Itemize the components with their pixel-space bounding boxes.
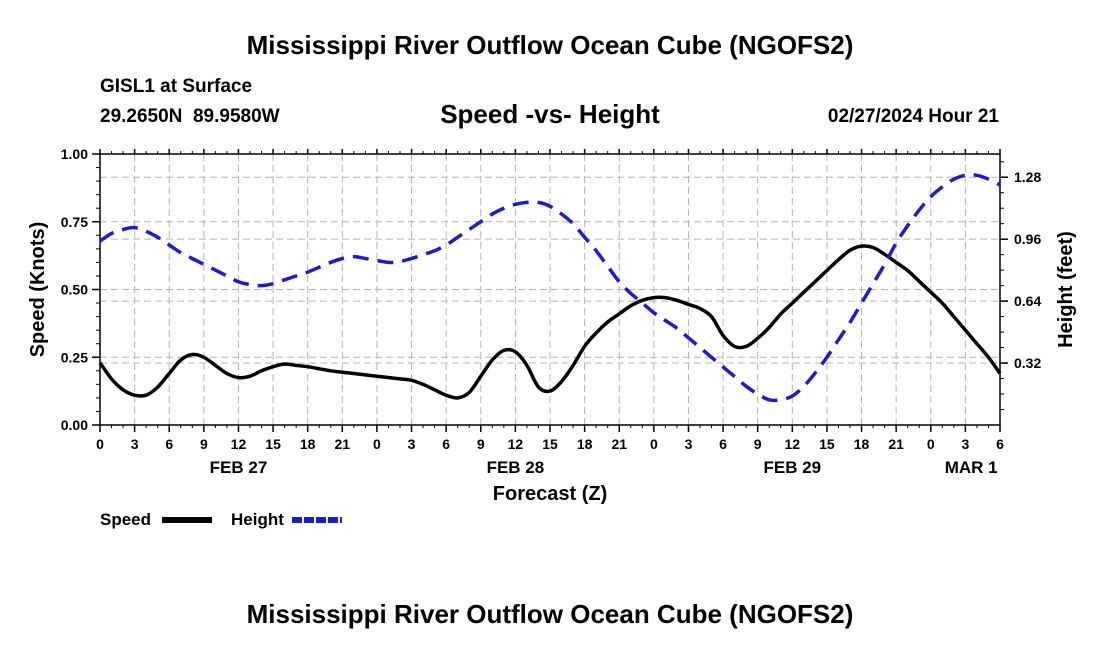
y-tick-label: 0.25 — [61, 349, 88, 365]
x-tick-label: 9 — [477, 436, 485, 452]
x-tick-label: 6 — [165, 436, 173, 452]
x-axis-label: Forecast (Z) — [493, 483, 607, 505]
x-tick-label: 21 — [888, 436, 904, 452]
x-tick-label: 18 — [300, 436, 316, 452]
x-tick-label: 6 — [719, 436, 727, 452]
y-tick-label: 1.00 — [61, 146, 88, 162]
x-tick-label: 3 — [408, 436, 416, 452]
grid-lines — [100, 154, 1000, 425]
axis-ticks — [92, 149, 1008, 432]
date-label: FEB 28 — [487, 458, 545, 477]
chart-title: Speed -vs- Height — [440, 99, 660, 129]
x-tick-label: 0 — [96, 436, 104, 452]
date-label: FEB 29 — [763, 458, 821, 477]
y-axis-label: Speed (Knots) — [27, 222, 49, 358]
y2-tick-label: 0.96 — [1014, 231, 1041, 247]
y2-axis-label: Height (feet) — [1055, 231, 1077, 348]
legend: Speed Height — [100, 510, 342, 529]
x-tick-label: 12 — [508, 436, 524, 452]
axis-labels: 0 3 6 9 12 15 18 21 0 3 6 9 12 15 18 21 0 3 6 9 12 15 18 21 0 3 6 0… — [27, 146, 1077, 505]
y-tick-label: 0.75 — [61, 214, 88, 230]
series-layer — [98, 173, 1002, 403]
date-label: FEB 27 — [210, 458, 268, 477]
station-coords: 29.2650N 89.9580W — [100, 106, 280, 127]
y-tick-label: 0.50 — [61, 282, 88, 298]
x-tick-label: 15 — [265, 436, 281, 452]
x-tick-label: 3 — [961, 436, 969, 452]
x-tick-label: 12 — [785, 436, 801, 452]
x-tick-label: 3 — [685, 436, 693, 452]
forecast-datetime: 02/27/2024 Hour 21 — [827, 106, 999, 127]
y2-tick-label: 0.64 — [1014, 293, 1041, 309]
x-tick-label: 18 — [577, 436, 593, 452]
legend-label-height: Height — [231, 510, 284, 529]
x-tick-label: 0 — [650, 436, 658, 452]
x-tick-label: 21 — [335, 436, 351, 452]
series-speed-line — [98, 244, 1002, 400]
x-tick-label: 15 — [819, 436, 835, 452]
page-title-repeat: Mississippi River Outflow Ocean Cube (NG… — [246, 599, 854, 629]
x-tick-label: 18 — [854, 436, 870, 452]
x-tick-label: 6 — [996, 436, 1004, 452]
x-tick-label: 9 — [200, 436, 208, 452]
x-tick-label: 0 — [373, 436, 381, 452]
y2-tick-label: 1.28 — [1014, 169, 1041, 185]
x-tick-label: 9 — [754, 436, 762, 452]
x-tick-label: 3 — [131, 436, 139, 452]
series-height-line — [98, 173, 1001, 403]
date-label: MAR 1 — [945, 458, 998, 477]
x-tick-label: 12 — [231, 436, 247, 452]
station-name: GISL1 at Surface — [100, 76, 253, 97]
y2-tick-label: 0.32 — [1014, 355, 1041, 371]
x-tick-label: 0 — [927, 436, 935, 452]
x-tick-label: 21 — [611, 436, 627, 452]
x-tick-label: 6 — [442, 436, 450, 452]
legend-label-speed: Speed — [100, 510, 151, 529]
page-title: Mississippi River Outflow Ocean Cube (NG… — [246, 30, 854, 60]
y-tick-label: 0.00 — [61, 417, 88, 433]
x-tick-label: 15 — [542, 436, 558, 452]
